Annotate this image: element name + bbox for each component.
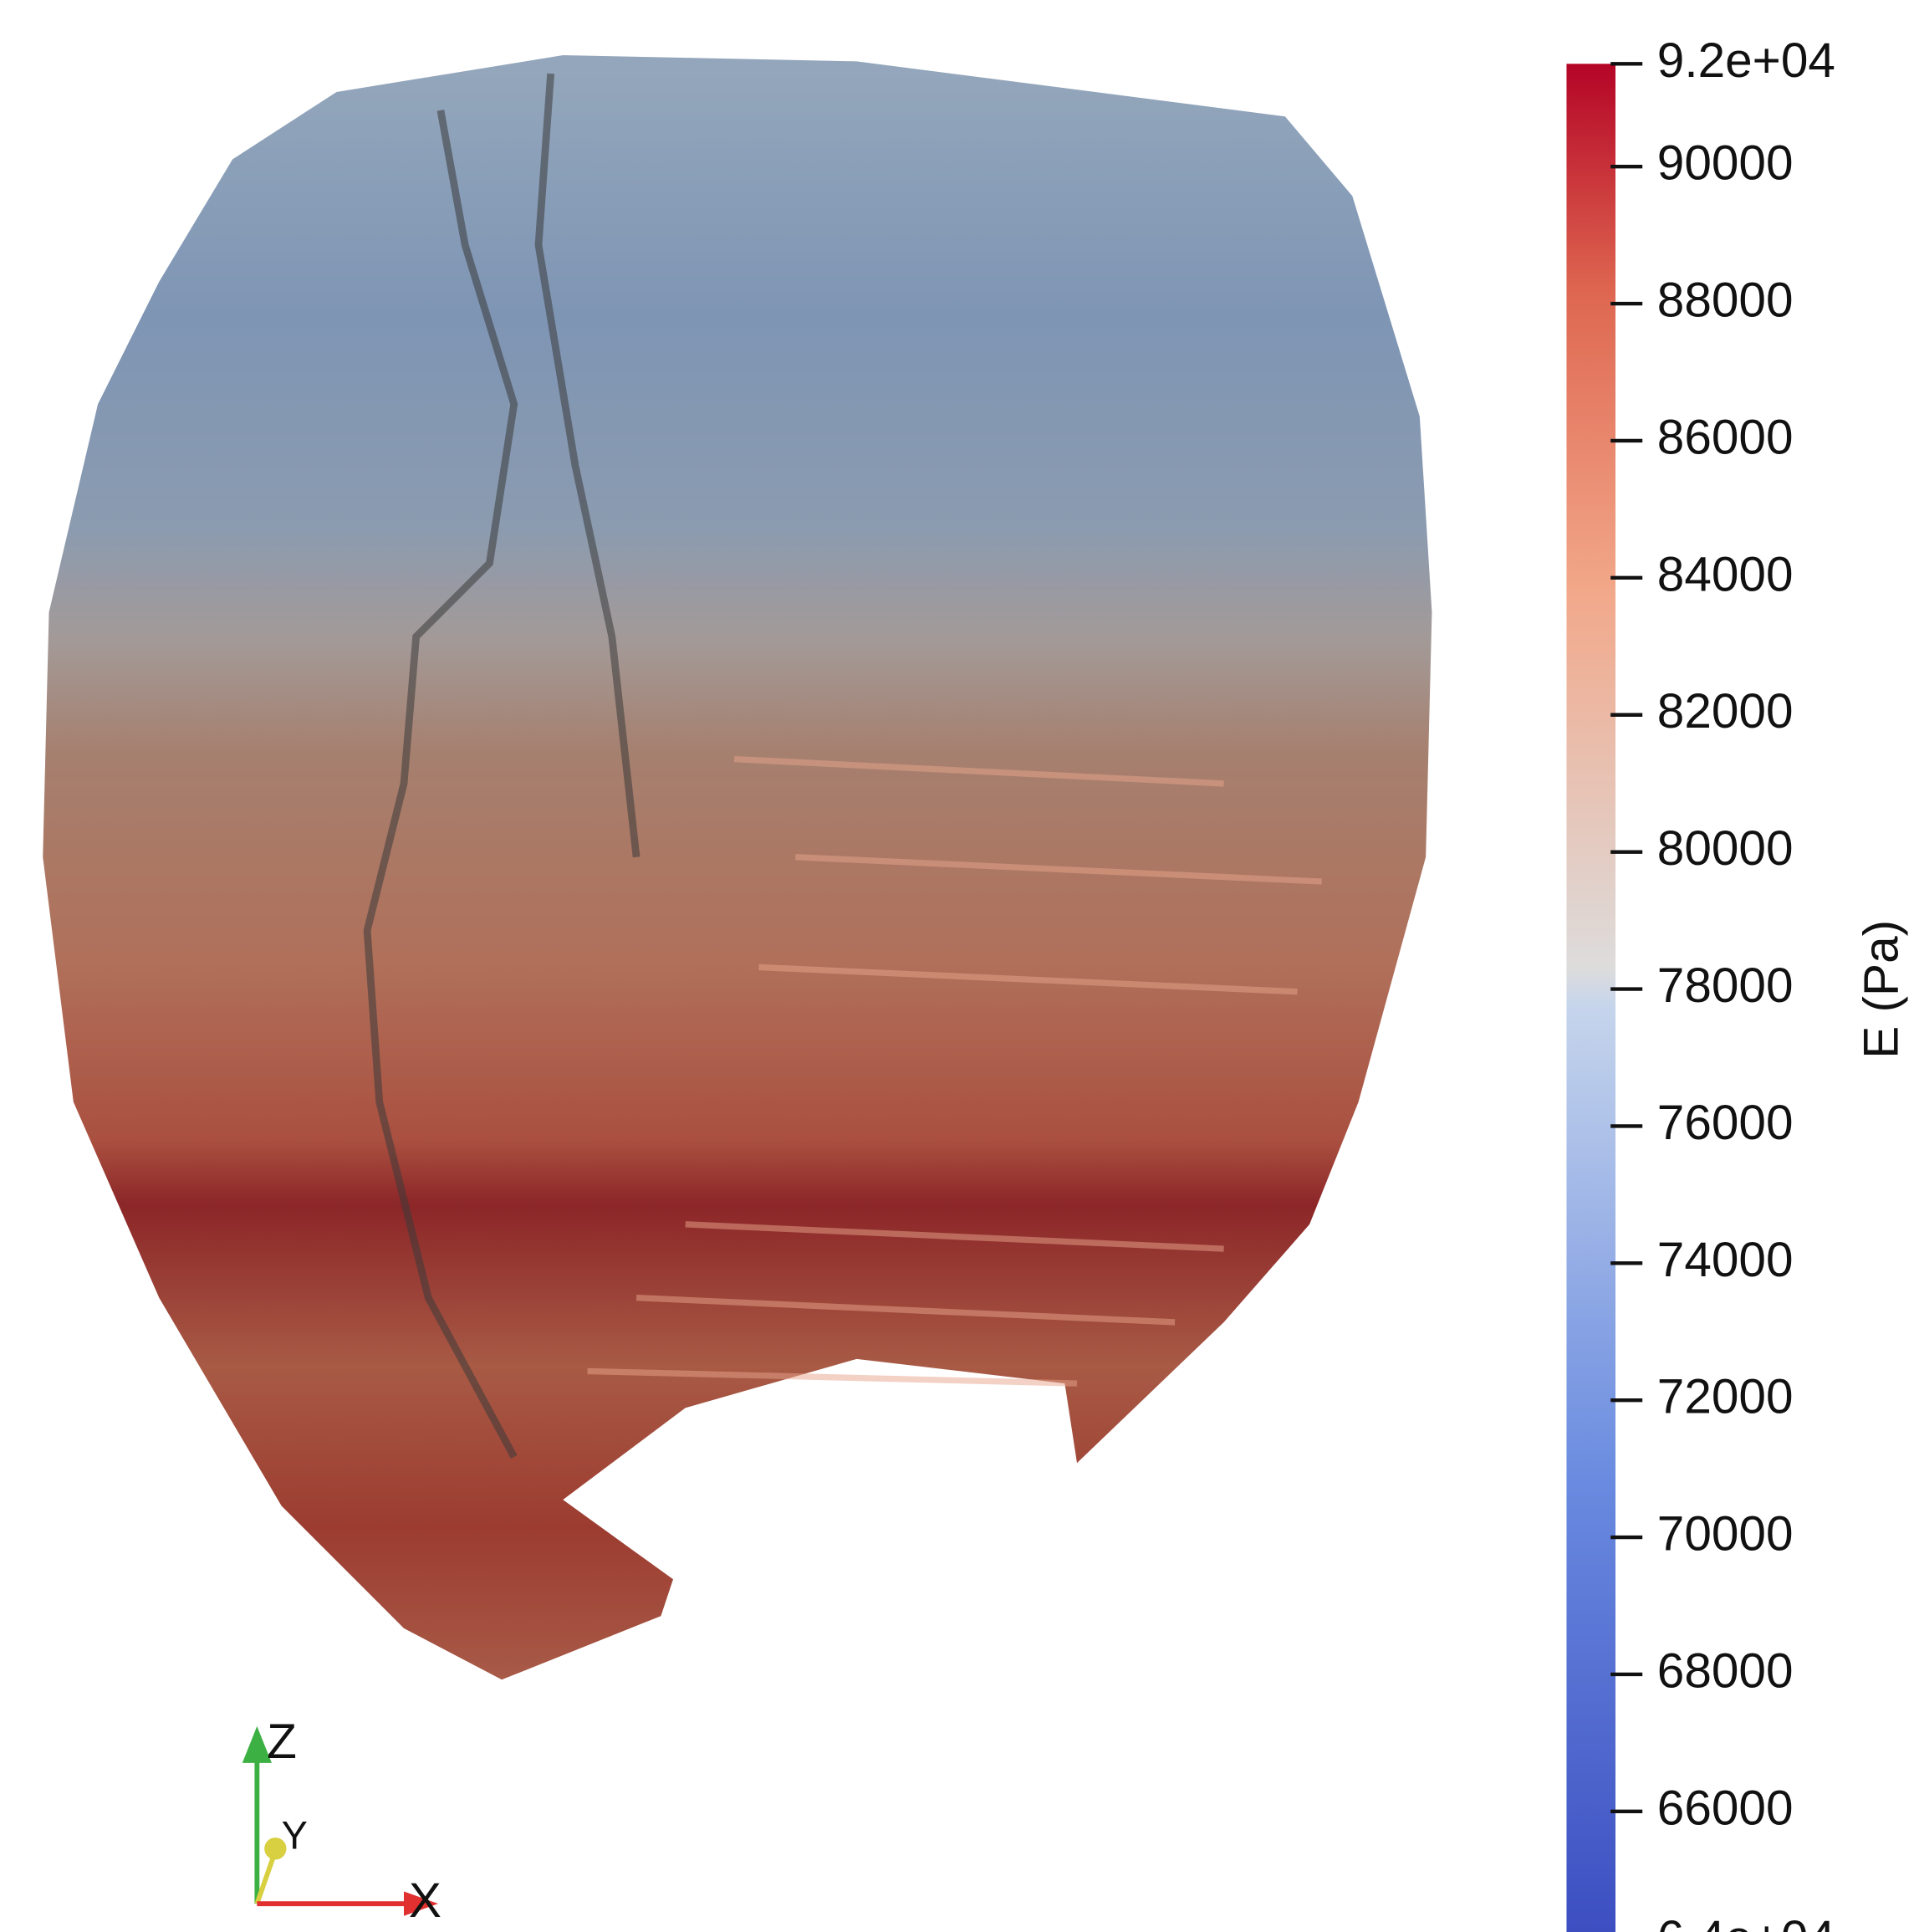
colorbar-gradient [1566, 64, 1615, 1932]
colorbar-tick-label: 84000 [1657, 547, 1794, 601]
voxel-surface [43, 55, 1432, 1679]
x-label: X [409, 1873, 441, 1928]
colorbar-tick-label: 6.4e+04 [1657, 1911, 1835, 1932]
render-view: 9.2e+04 90000 88000 86000 84000 82000 80000 780… [0, 0, 1919, 1932]
colorbar: 9.2e+04 90000 88000 86000 84000 82000 80000 780… [1566, 33, 1908, 1932]
mesh-object [43, 55, 1432, 1679]
colorbar-tick-label: 78000 [1657, 958, 1794, 1013]
colorbar-tick-label: 88000 [1657, 273, 1794, 328]
colorbar-tick-label: 70000 [1657, 1507, 1794, 1561]
colorbar-tick-label: 74000 [1657, 1233, 1794, 1287]
z-label: Z [267, 1715, 297, 1769]
colorbar-tick-label: 9.2e+04 [1657, 33, 1835, 88]
orientation-axes: Z Y X [242, 1715, 441, 1928]
colorbar-tick-label: 90000 [1657, 136, 1794, 191]
colorbar-tick-label: 76000 [1657, 1096, 1794, 1150]
colorbar-ticks: 9.2e+04 90000 88000 86000 84000 82000 80000 780… [1610, 33, 1835, 1932]
colorbar-tick-label: 68000 [1657, 1643, 1794, 1698]
colorbar-tick-label: 66000 [1657, 1781, 1794, 1835]
colorbar-title: E (Pa) [1854, 920, 1908, 1059]
y-label: Y [282, 1813, 308, 1857]
colorbar-tick-label: 80000 [1657, 821, 1794, 876]
colorbar-tick-label: 82000 [1657, 684, 1794, 739]
colorbar-tick-label: 86000 [1657, 410, 1794, 464]
page: 9.2e+04 90000 88000 86000 84000 82000 80000 780… [0, 0, 1919, 1932]
colorbar-tick-label: 72000 [1657, 1370, 1794, 1424]
